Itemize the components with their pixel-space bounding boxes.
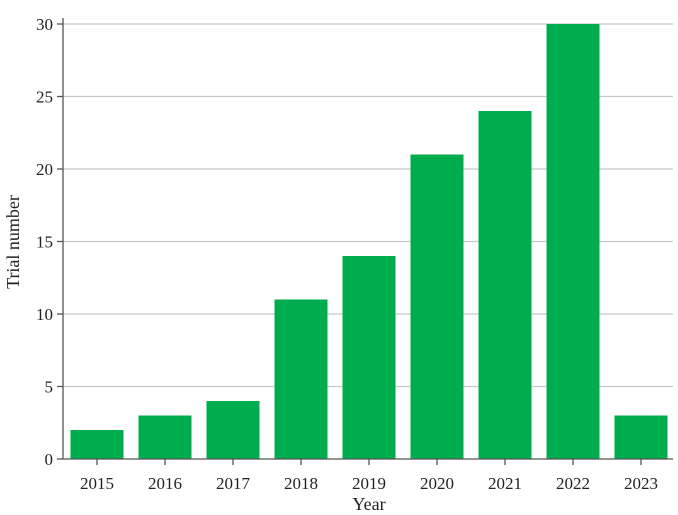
bar-2018 [274, 299, 328, 459]
bar-2016 [138, 415, 192, 459]
y-tick-label-20: 20 [36, 160, 53, 179]
y-tick-label-25: 25 [36, 88, 53, 107]
x-tick-label-2023: 2023 [624, 474, 658, 493]
y-tick-label-0: 0 [45, 450, 54, 469]
x-tick-label-2018: 2018 [284, 474, 318, 493]
x-tick-label-2022: 2022 [556, 474, 590, 493]
y-tick-label-15: 15 [36, 233, 53, 252]
bar-2015 [70, 430, 124, 459]
y-axis-ticks: 0 5 10 15 20 25 30 [36, 15, 63, 469]
bar-2023 [614, 415, 668, 459]
bar-2022 [546, 24, 600, 459]
x-tick-label-2016: 2016 [148, 474, 182, 493]
x-tick-label-2017: 2017 [216, 474, 251, 493]
y-tick-label-30: 30 [36, 15, 53, 34]
x-axis-title: Year [352, 494, 385, 514]
bar-2020 [410, 154, 464, 459]
bar-2017 [206, 401, 260, 459]
y-tick-label-5: 5 [45, 378, 54, 397]
x-tick-label-2021: 2021 [488, 474, 522, 493]
y-axis-title: Trial number [3, 195, 23, 289]
x-tick-label-2019: 2019 [352, 474, 386, 493]
x-tick-label-2020: 2020 [420, 474, 454, 493]
bar-2019 [342, 256, 396, 459]
x-tick-label-2015: 2015 [80, 474, 114, 493]
y-tick-label-10: 10 [36, 305, 53, 324]
bars [70, 24, 668, 459]
bar-2021 [478, 111, 532, 459]
x-axis-ticks: 2015 2016 2017 2018 2019 2020 2021 2022 2023 [80, 459, 658, 493]
